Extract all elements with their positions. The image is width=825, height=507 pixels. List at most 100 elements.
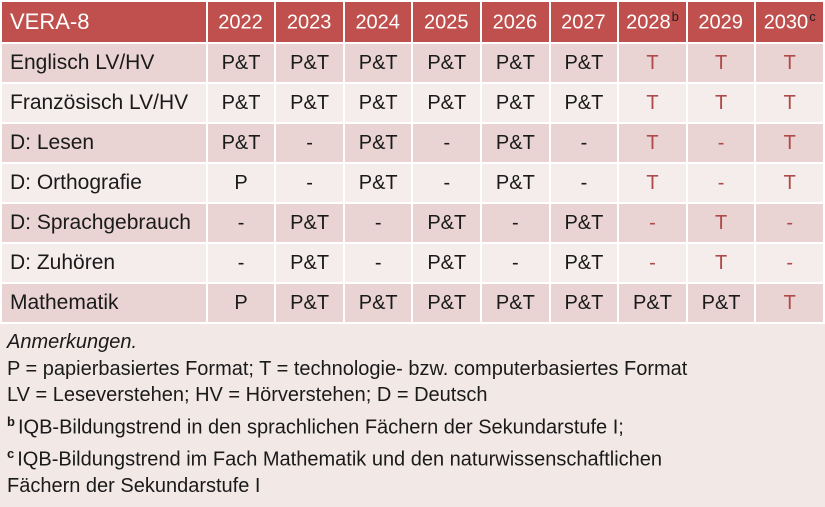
table-title: VERA-8: [0, 0, 208, 44]
year-label: 2030: [763, 11, 809, 34]
year-header-2024: 2024: [342, 0, 414, 44]
year-label: 2028: [626, 11, 671, 34]
table-row-d-lesen: D: Lesen P&T - P&T - P&T - T - T: [0, 122, 825, 164]
year-label: 2029: [698, 11, 743, 34]
cell: P&T: [617, 282, 688, 324]
year-label: 2023: [286, 11, 332, 34]
cell: P&T: [342, 122, 414, 164]
year-label: 2025: [424, 11, 469, 34]
cell: T: [685, 82, 757, 124]
year-header-2028: 2028b: [617, 0, 688, 44]
cell: -: [205, 202, 277, 244]
cell: P&T: [274, 42, 345, 84]
cell: P&T: [274, 202, 345, 244]
year-header-2022: 2022: [205, 0, 277, 44]
cell: P&T: [411, 242, 483, 284]
cell: T: [754, 282, 825, 324]
notes-title: Anmerkungen.: [7, 331, 138, 353]
cell: T: [617, 162, 688, 204]
cell: P&T: [480, 122, 551, 164]
cell: P&T: [274, 282, 345, 324]
table-row-mathematik: Mathematik P P&T P&T P&T P&T P&T P&T P&T…: [0, 282, 825, 324]
cell: P&T: [480, 282, 551, 324]
cell: -: [685, 162, 757, 204]
cell: P: [205, 282, 277, 324]
year-label: 2027: [561, 11, 606, 34]
footnote-b-marker: b: [7, 413, 15, 429]
table-notes: Anmerkungen. P = papierbasiertes Format;…: [0, 324, 825, 507]
cell: P&T: [342, 82, 414, 124]
cell: P: [205, 162, 277, 204]
cell: P&T: [342, 162, 414, 204]
cell: -: [480, 242, 551, 284]
row-label: Mathematik: [0, 282, 208, 324]
row-label: D: Sprachgebrauch: [0, 202, 208, 244]
cell: P&T: [480, 42, 551, 84]
cell: -: [548, 122, 620, 164]
table-row-d-zuhoeren: D: Zuhören - P&T - P&T - P&T - T -: [0, 242, 825, 284]
cell: -: [411, 122, 483, 164]
table-row-d-orthografie: D: Orthografie P - P&T - P&T - T - T: [0, 162, 825, 204]
footnote-c-text-line2: Fächern der Sekundarstufe I: [7, 474, 261, 497]
cell: -: [342, 242, 414, 284]
year-header-2026: 2026: [480, 0, 551, 44]
cell: T: [685, 42, 757, 84]
row-label: Englisch LV/HV: [0, 42, 208, 84]
cell: T: [617, 42, 688, 84]
cell: -: [617, 242, 688, 284]
footnote-b: b IQB-Bildungstrend in den sprachlichen F…: [7, 409, 815, 441]
table-row-franzoesisch: Französisch LV/HV P&T P&T P&T P&T P&T P&…: [0, 82, 825, 124]
header-row: VERA-8 2022 2023 2024 2025 2026 2027 202…: [0, 0, 825, 44]
year-header-2027: 2027: [548, 0, 620, 44]
cell: P&T: [685, 282, 757, 324]
table-row-englisch: Englisch LV/HV P&T P&T P&T P&T P&T P&T T…: [0, 42, 825, 84]
cell: P&T: [411, 82, 483, 124]
cell: T: [685, 242, 757, 284]
cell: P&T: [205, 82, 277, 124]
cell: P&T: [342, 42, 414, 84]
vera8-schedule-table: VERA-8 2022 2023 2024 2025 2026 2027 202…: [0, 0, 825, 324]
cell: P&T: [274, 242, 345, 284]
notes-line-formats: P = papierbasiertes Format; T = technolo…: [7, 357, 688, 380]
cell: P&T: [480, 162, 551, 204]
cell: -: [617, 202, 688, 244]
cell: T: [754, 162, 825, 204]
cell: -: [548, 162, 620, 204]
cell: T: [754, 42, 825, 84]
cell: -: [205, 242, 277, 284]
cell: P&T: [205, 42, 277, 84]
cell: P&T: [411, 282, 483, 324]
cell: -: [274, 122, 345, 164]
cell: P&T: [205, 122, 277, 164]
year-header-2030: 2030c: [754, 0, 825, 44]
year-header-2029: 2029: [685, 0, 757, 44]
row-label: D: Zuhören: [0, 242, 208, 284]
table-row-d-sprachgebrauch: D: Sprachgebrauch - P&T - P&T - P&T - T …: [0, 202, 825, 244]
cell: T: [617, 122, 688, 164]
cell: P&T: [480, 82, 551, 124]
cell: -: [754, 202, 825, 244]
cell: T: [685, 202, 757, 244]
cell: -: [274, 162, 345, 204]
footnote-marker-c: c: [809, 9, 816, 25]
footnote-c: c IQB-Bildungstrend im Fach Mathematik un…: [7, 441, 815, 500]
year-label: 2022: [218, 11, 263, 34]
notes-line-abbreviations: LV = Leseverstehen; HV = Hörverstehen; D…: [7, 384, 488, 406]
row-label: Französisch LV/HV: [0, 82, 208, 124]
cell: -: [754, 242, 825, 284]
year-header-2023: 2023: [274, 0, 345, 44]
cell: P&T: [548, 42, 620, 84]
cell: T: [754, 82, 825, 124]
cell: P&T: [548, 242, 620, 284]
cell: P&T: [548, 82, 620, 124]
row-label: D: Orthografie: [0, 162, 208, 204]
cell: -: [342, 202, 414, 244]
row-label: D: Lesen: [0, 122, 208, 164]
cell: P&T: [274, 82, 345, 124]
cell: -: [480, 202, 551, 244]
cell: T: [754, 122, 825, 164]
cell: P&T: [548, 202, 620, 244]
footnote-marker-b: b: [671, 9, 679, 25]
year-label: 2024: [355, 11, 400, 34]
